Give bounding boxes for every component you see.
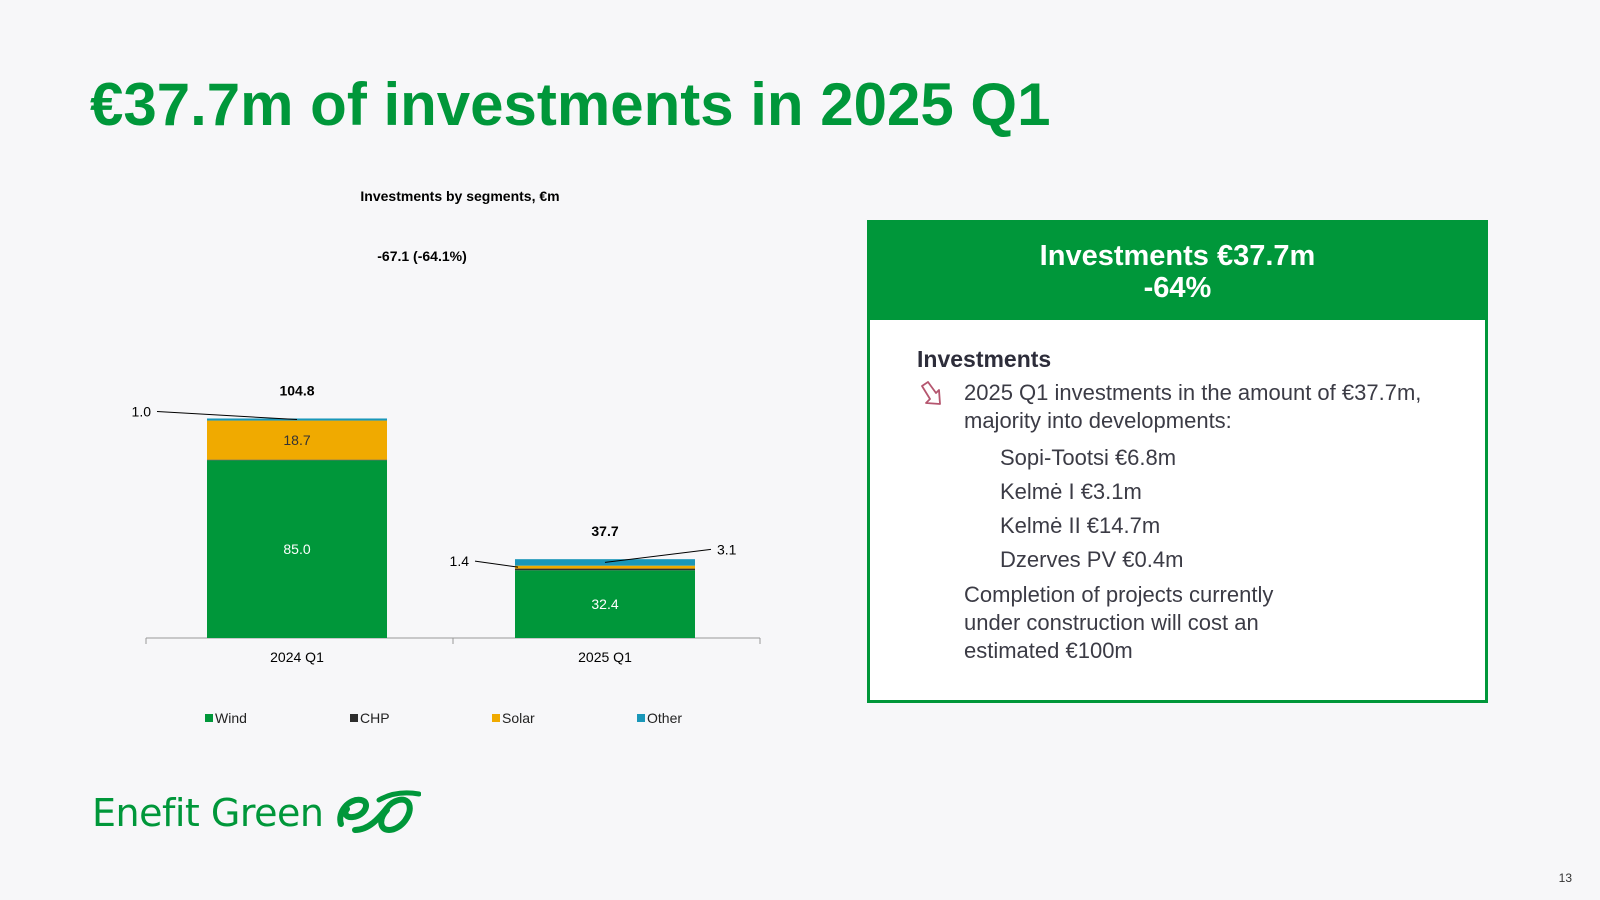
bar-segment-solar [207,420,387,460]
legend-swatch [350,714,358,723]
logo-text: Enefit Green [92,791,324,835]
segment-data-label: 1.4 [450,553,470,569]
logo-mark-icon [337,790,422,834]
list-item: Kelmė II €14.7m [1000,513,1161,538]
x-tick-label: 2025 Q1 [578,649,632,665]
legend-swatch [492,714,500,723]
segment-data-label: 18.7 [283,432,310,448]
down-arrow-icon [921,381,941,405]
bar-total-label: 37.7 [591,523,618,539]
bar-segment-solar [515,565,695,569]
legend-label: Wind [215,710,247,726]
bar-segment-chp [207,459,387,461]
x-tick-label: 2024 Q1 [270,649,324,665]
leader-line [156,411,298,421]
segment-data-label: 1.0 [132,404,152,420]
chart-legend: Wind CHP Solar Other [205,710,725,730]
list-item: Sopi-Tootsi €6.8m [1000,445,1177,470]
legend-label: Solar [502,710,535,726]
leader-line [604,548,712,563]
segment-data-label: 32.4 [591,596,618,612]
legend-item-other: Other [637,710,682,726]
legend-item-wind: Wind [205,710,247,726]
bar-segment-other [207,418,387,421]
panel-header-change: -64% [1143,271,1212,304]
development-list: Sopi-Tootsi €6.8m Kelmė I €3.1m Kelmė II… [1000,445,1485,573]
panel-body: Investments 2025 Q1 investments in the a… [870,320,1485,665]
list-item: Dzerves PV €0.4m [1000,547,1184,572]
change-annotation: -67.1 (-64.1%) [377,248,466,264]
bar-total-label: 104.8 [279,382,314,398]
legend-label: Other [647,710,683,726]
leader-line [474,560,519,568]
segment-data-label: 85.0 [283,541,310,557]
bullet-text: 2025 Q1 investments in the amount of €37… [964,380,1422,433]
investment-bullet: 2025 Q1 investments in the amount of €37… [917,379,1485,435]
panel-subtitle: Investments [917,346,1052,372]
legend-swatch [205,714,213,723]
investments-summary-panel: Investments €37.7m -64% Investments 2025… [867,220,1488,703]
legend-item-chp: CHP [350,710,390,726]
bar-segment-chp [515,568,695,571]
completion-note: Completion of projects currently under c… [964,582,1274,663]
enefit-green-logo: Enefit Green [92,790,422,836]
bar-segment-wind [207,460,387,638]
list-item: Kelmė I €3.1m [1000,479,1142,504]
chart-canvas: 104.8 2024 Q1 85.0 18.7 1.0 37.7 2025 Q1 32.4 1.… [132,248,761,665]
panel-header: Investments €37.7m -64% [870,223,1485,320]
investments-chart: 104.8 2024 Q1 85.0 18.7 1.0 37.7 2025 Q1 32.4 1.… [110,170,810,740]
panel-header-amount: Investments €37.7m [1039,239,1316,272]
bar-segment-wind [515,570,695,638]
segment-data-label: 3.1 [717,541,737,557]
page-number: 13 [1558,871,1572,885]
slide-title: €37.7m of investments in 2025 Q1 [90,71,1051,138]
chart-title: Investments by segments, €m [360,188,560,204]
legend-item-solar: Solar [492,710,535,726]
legend-label: CHP [360,710,390,726]
legend-swatch [637,714,645,723]
